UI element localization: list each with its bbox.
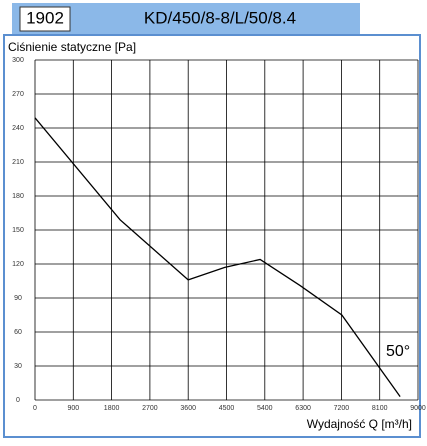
y-tick-label: 150 (12, 227, 24, 234)
x-tick-label: 2700 (142, 405, 158, 412)
y-tick-label: 240 (12, 125, 24, 132)
curve (34, 117, 401, 397)
x-tick-label: 8100 (372, 405, 388, 412)
x-axis-title: Wydajność Q [m³/h] (307, 417, 412, 431)
x-tick-label: 900 (67, 405, 79, 412)
id-box (19, 6, 71, 32)
header-model: KD/450/8-8/L/50/8.4 (144, 8, 296, 27)
y-tick-label: 120 (12, 261, 24, 268)
x-tick-label: 6300 (295, 405, 311, 412)
header-id: 1902 (26, 8, 64, 27)
y-tick-label: 300 (12, 57, 24, 64)
x-tick-label: 0 (33, 405, 37, 412)
x-tick-label: 1800 (104, 405, 120, 412)
y-axis-title: Ciśnienie statyczne [Pa] (8, 40, 136, 54)
y-tick-label: 30 (14, 363, 22, 370)
x-tick-label: 3600 (180, 405, 196, 412)
y-tick-label: 270 (12, 91, 24, 98)
x-tick-label: 9000 (410, 405, 426, 412)
chart-frame (3, 34, 421, 438)
curve-label: 50° (386, 343, 410, 360)
y-tick-label: 210 (12, 159, 24, 166)
x-tick-label: 7200 (334, 405, 350, 412)
x-tick-label: 5400 (257, 405, 273, 412)
y-tick-label: 90 (14, 295, 22, 302)
x-tick-label: 4500 (219, 405, 235, 412)
y-tick-label: 60 (14, 329, 22, 336)
y-tick-label: 0 (16, 397, 20, 404)
y-tick-label: 180 (12, 193, 24, 200)
